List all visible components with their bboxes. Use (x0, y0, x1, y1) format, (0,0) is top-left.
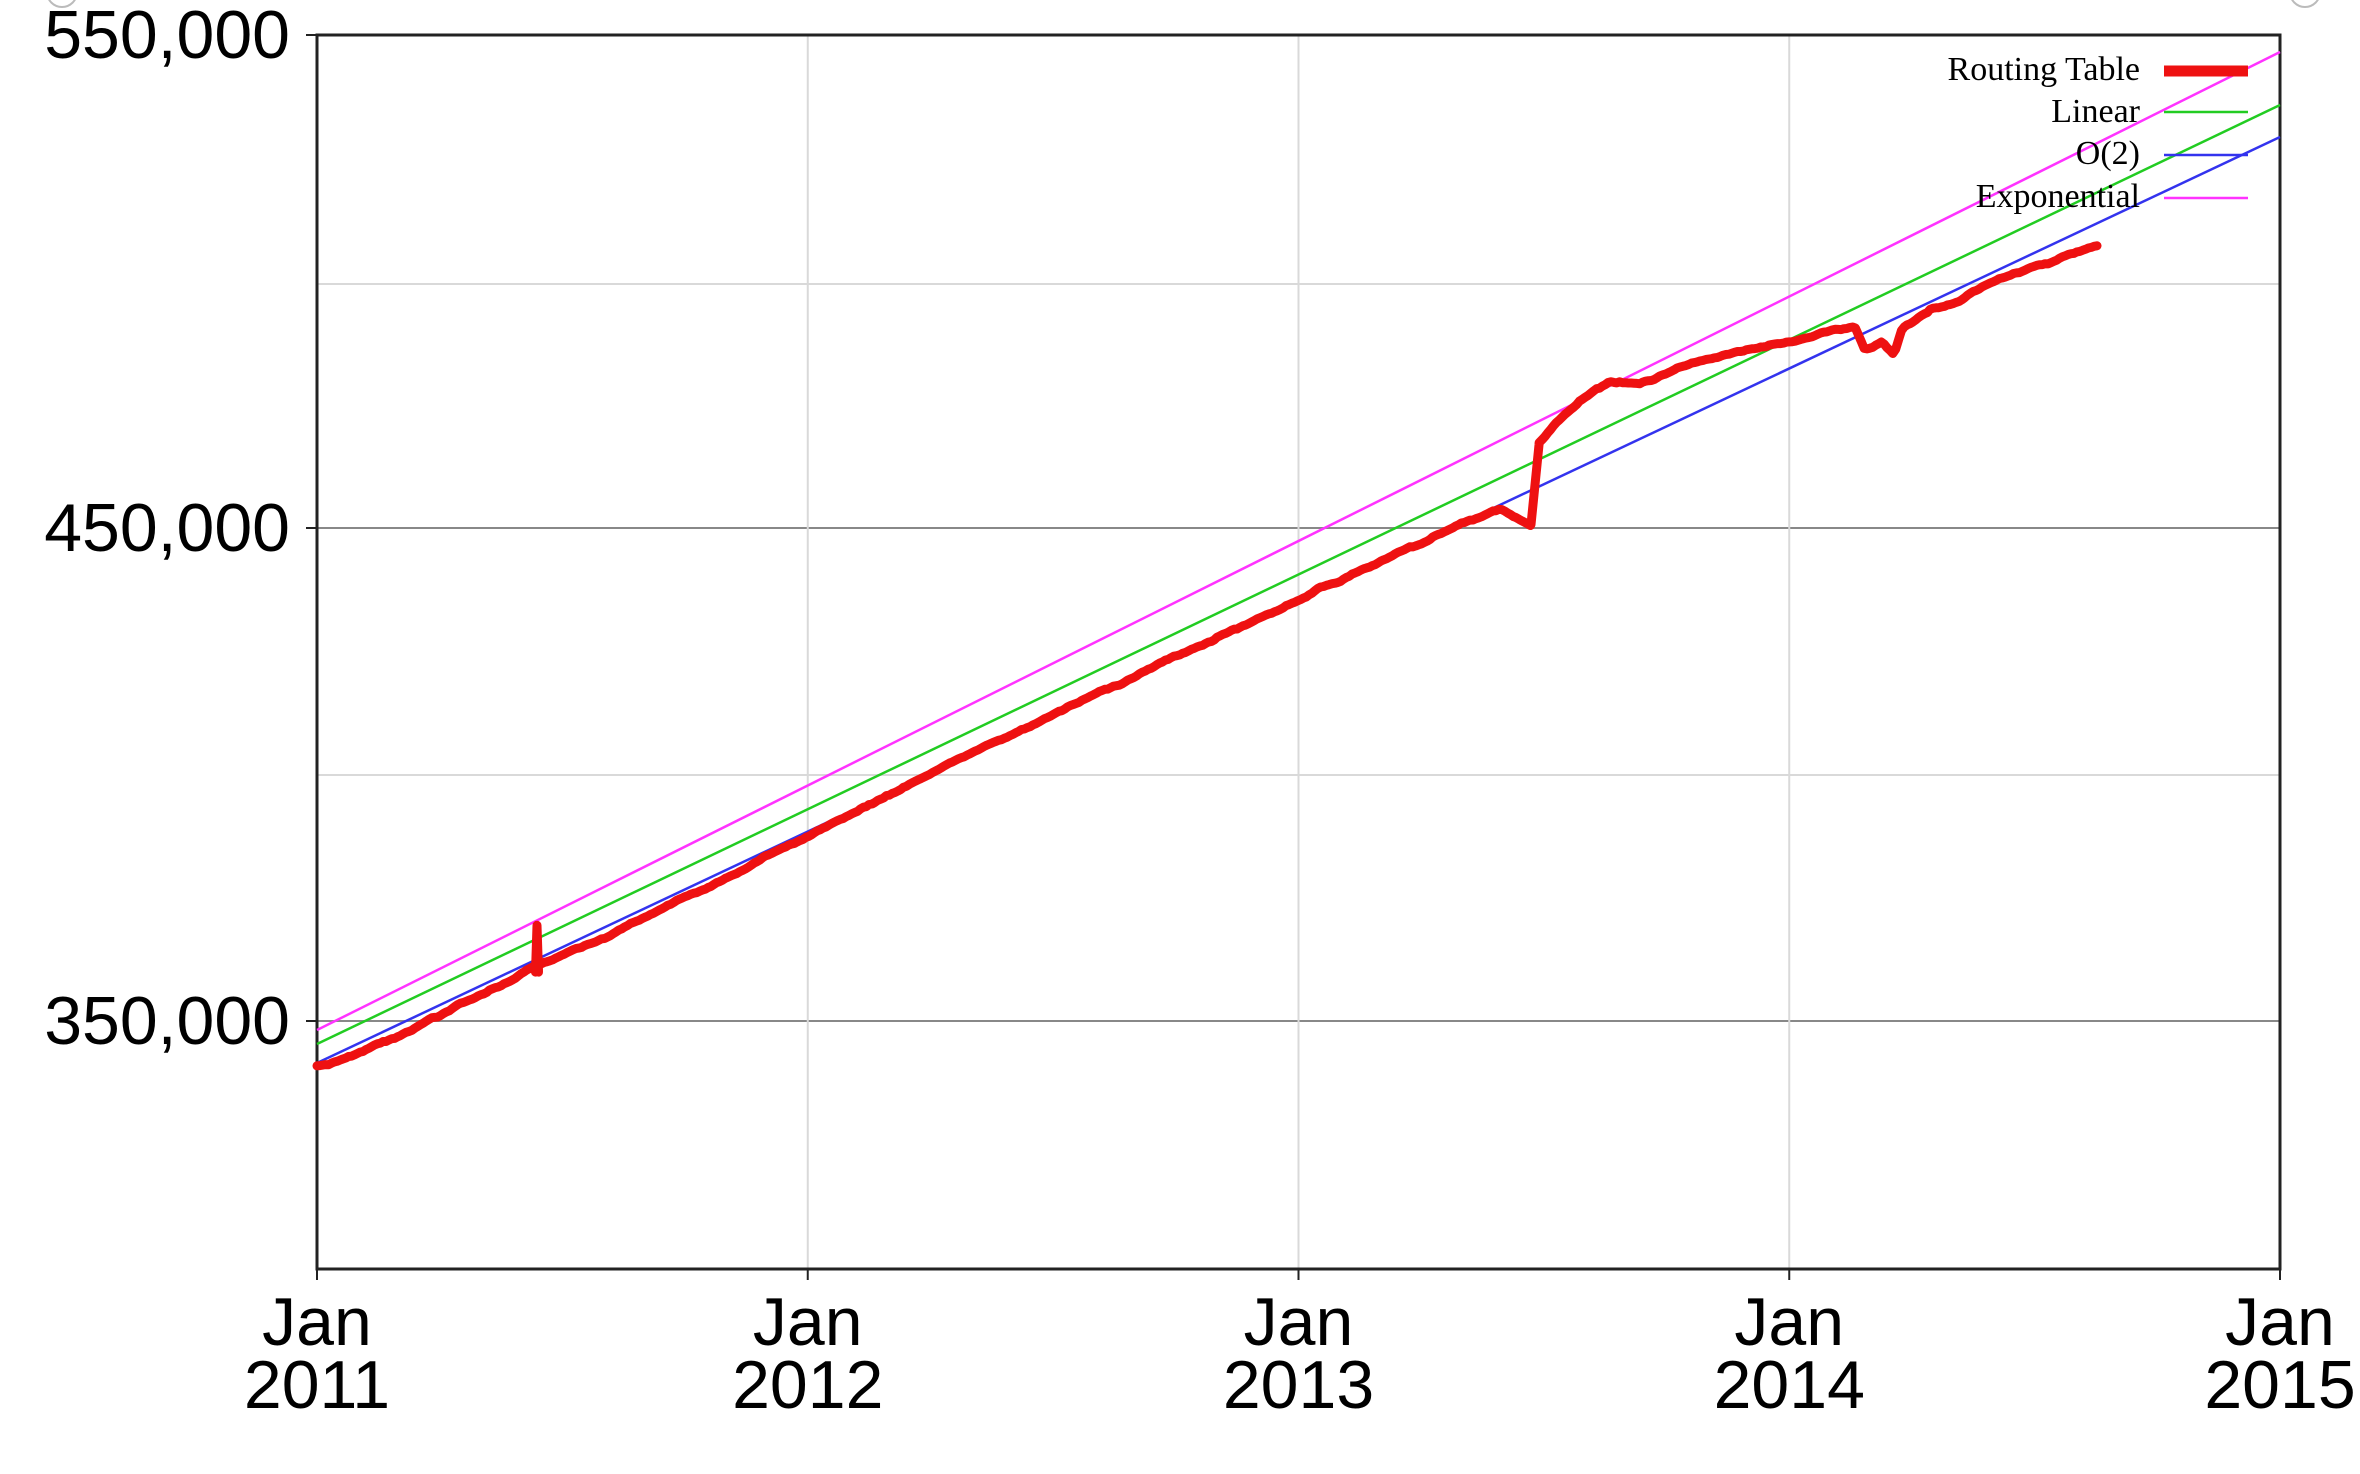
svg-text:2011: 2011 (244, 1347, 390, 1423)
svg-text:350,000: 350,000 (44, 983, 290, 1059)
svg-text:2013: 2013 (1223, 1347, 1374, 1423)
svg-text:2012: 2012 (732, 1347, 883, 1423)
svg-text:O(2): O(2) (2076, 135, 2140, 172)
svg-text:Routing Table: Routing Table (1948, 51, 2140, 88)
svg-text:2015: 2015 (2204, 1347, 2355, 1423)
svg-text:550,000: 550,000 (44, 0, 290, 73)
svg-text:450,000: 450,000 (44, 490, 290, 566)
svg-text:Linear: Linear (2051, 93, 2140, 130)
svg-text:2014: 2014 (1714, 1347, 1865, 1423)
svg-text:Exponential: Exponential (1976, 178, 2140, 215)
